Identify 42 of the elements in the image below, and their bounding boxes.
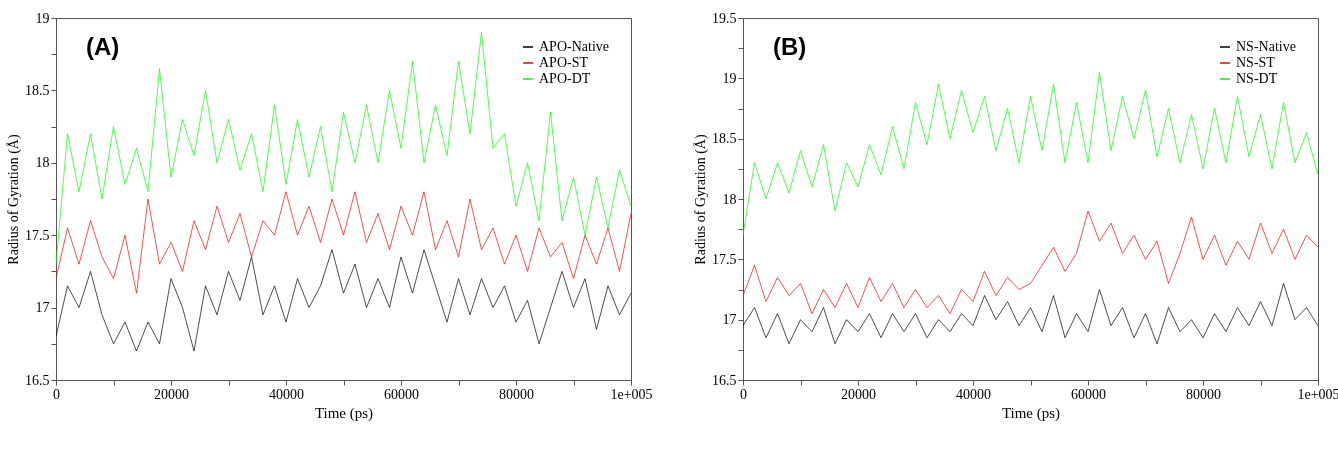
text: (A) <box>86 33 120 60</box>
y-axis-title: Radius of Gyration (Å) <box>693 134 709 265</box>
legend-label: NS-Native <box>1236 39 1296 54</box>
x-tick-label: 80000 <box>1186 386 1221 402</box>
y-tick-label: 18.5 <box>712 131 737 147</box>
line-series <box>56 249 631 352</box>
x-tick-label: 20000 <box>841 386 876 402</box>
x-axis-title: Time (ps) <box>1001 404 1061 422</box>
y-tick-label: 18.5 <box>25 82 50 98</box>
y-tick-label: 17 <box>35 300 50 316</box>
x-tick-label: 1e+005 <box>610 386 653 402</box>
x-tick-label: 0 <box>740 386 747 402</box>
x-tick-label: 60000 <box>1071 386 1106 402</box>
line-series <box>743 283 1318 345</box>
legend-label: NS-DT <box>1236 71 1278 86</box>
y-tick-label: 18 <box>35 155 50 171</box>
x-tick-label: 80000 <box>499 386 534 402</box>
x-axis-title: Time (ps) <box>314 404 374 422</box>
legend-label: APO-Native <box>539 39 609 54</box>
line-series <box>56 191 631 294</box>
y-tick-label: 17 <box>722 312 737 328</box>
y-tick-label: 18 <box>722 191 737 207</box>
line-series <box>56 32 631 265</box>
y-tick-label: 19.5 <box>712 10 737 26</box>
y-tick-label: 16.5 <box>25 372 50 388</box>
line-series <box>743 210 1318 314</box>
x-tick-label: 40000 <box>269 386 304 402</box>
text: (B) <box>773 33 807 60</box>
y-tick-label: 19 <box>35 10 50 26</box>
y-axis-title: Radius of Gyration (Å) <box>6 134 22 265</box>
legend-label: APO-DT <box>539 71 591 86</box>
y-tick-label: 17.5 <box>25 227 50 243</box>
x-tick-label: 0 <box>53 386 60 402</box>
x-tick-label: 20000 <box>154 386 189 402</box>
line-series <box>743 71 1318 236</box>
y-tick-label: 17.5 <box>712 251 737 267</box>
legend-label: NS-ST <box>1236 55 1276 70</box>
y-tick-label: 19 <box>722 70 737 86</box>
x-tick-label: 60000 <box>384 386 419 402</box>
legend-label: APO-ST <box>539 55 589 70</box>
y-tick-label: 16.5 <box>712 372 737 388</box>
x-tick-label: 40000 <box>956 386 991 402</box>
